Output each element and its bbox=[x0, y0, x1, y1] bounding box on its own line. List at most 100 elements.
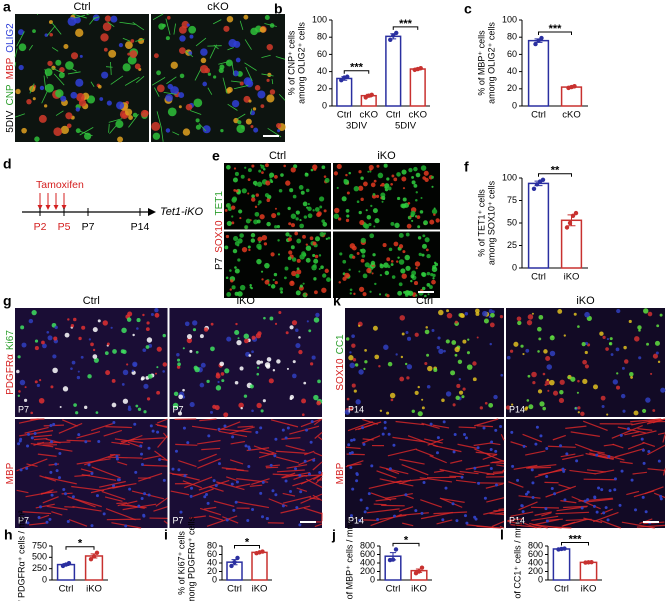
cell bbox=[274, 175, 278, 179]
fiber bbox=[392, 436, 426, 443]
cell bbox=[266, 78, 270, 82]
fiber bbox=[370, 513, 402, 527]
cell bbox=[460, 314, 465, 318]
cell bbox=[224, 245, 229, 250]
process bbox=[105, 66, 113, 68]
cell bbox=[430, 175, 435, 179]
cell bbox=[127, 405, 131, 409]
cell bbox=[195, 124, 201, 130]
cell bbox=[441, 398, 445, 403]
cell bbox=[154, 372, 158, 375]
cell bbox=[628, 319, 632, 324]
fiber bbox=[35, 503, 55, 509]
nucleus bbox=[365, 506, 369, 510]
column-label: cKO bbox=[207, 1, 229, 13]
y-tick-label: 100 bbox=[312, 14, 327, 24]
cell bbox=[405, 232, 410, 237]
nucleus bbox=[140, 462, 144, 466]
cell bbox=[104, 351, 109, 356]
significance-label: * bbox=[404, 534, 409, 546]
cell bbox=[624, 359, 629, 364]
nucleus bbox=[361, 426, 365, 430]
fiber bbox=[84, 454, 116, 466]
cell bbox=[66, 123, 72, 129]
cell bbox=[299, 254, 305, 260]
cell bbox=[145, 345, 150, 349]
cell bbox=[538, 314, 544, 320]
cell bbox=[424, 329, 430, 335]
process bbox=[213, 44, 219, 50]
cell bbox=[251, 350, 254, 354]
cell bbox=[522, 352, 525, 356]
cell bbox=[243, 77, 252, 86]
nucleus bbox=[205, 492, 209, 496]
data-point bbox=[94, 550, 100, 555]
cell bbox=[310, 168, 314, 172]
cell bbox=[250, 233, 256, 238]
cell bbox=[414, 261, 421, 267]
cell bbox=[115, 120, 124, 129]
cell bbox=[73, 317, 77, 322]
significance-label: *** bbox=[399, 18, 413, 30]
nucleus bbox=[217, 462, 221, 466]
fiber bbox=[22, 511, 52, 515]
cell bbox=[251, 164, 255, 168]
stain-label: CNP bbox=[5, 84, 16, 105]
x-tick-label: iKO bbox=[411, 584, 427, 595]
bar bbox=[251, 551, 268, 581]
cell bbox=[563, 334, 566, 337]
bar bbox=[527, 39, 550, 107]
fiber bbox=[296, 487, 308, 493]
fiber bbox=[611, 425, 643, 439]
nucleus bbox=[526, 490, 530, 494]
cell bbox=[425, 326, 428, 329]
fiber bbox=[282, 495, 312, 504]
fiber bbox=[313, 418, 323, 426]
cell bbox=[488, 309, 493, 314]
cell bbox=[49, 33, 53, 37]
fiber bbox=[105, 425, 132, 429]
cell bbox=[71, 360, 76, 365]
process bbox=[86, 13, 90, 16]
cell bbox=[531, 312, 534, 315]
cell bbox=[292, 373, 297, 379]
cell bbox=[349, 292, 352, 295]
nucleus bbox=[52, 422, 56, 426]
cell bbox=[454, 346, 460, 353]
nucleus bbox=[128, 487, 132, 491]
x-tick-label: Ctrl bbox=[554, 584, 569, 595]
cell bbox=[42, 343, 47, 349]
cell bbox=[156, 366, 159, 369]
cell bbox=[257, 236, 263, 242]
cell bbox=[372, 208, 378, 214]
cell bbox=[461, 395, 465, 399]
data-point bbox=[345, 74, 350, 79]
cell bbox=[363, 367, 366, 370]
cell bbox=[266, 43, 273, 51]
cell bbox=[182, 128, 191, 136]
fiber bbox=[67, 495, 96, 508]
nucleus bbox=[39, 505, 43, 509]
process bbox=[14, 48, 18, 58]
cell bbox=[493, 394, 498, 400]
cell bbox=[362, 273, 368, 279]
cell bbox=[445, 339, 450, 344]
cell bbox=[296, 269, 302, 275]
cell bbox=[345, 218, 350, 223]
fiber bbox=[474, 448, 491, 456]
cell bbox=[225, 59, 233, 67]
nucleus bbox=[174, 449, 178, 453]
nucleus bbox=[473, 466, 477, 470]
cell bbox=[429, 285, 433, 289]
significance-label: *** bbox=[549, 23, 563, 35]
nucleus bbox=[462, 432, 466, 436]
cell bbox=[100, 33, 109, 42]
data-point bbox=[531, 186, 537, 191]
nucleus bbox=[45, 520, 49, 524]
process bbox=[154, 87, 160, 97]
stain-label: SOX10 bbox=[335, 358, 346, 391]
cell bbox=[456, 383, 461, 389]
cell bbox=[288, 222, 292, 226]
cell bbox=[156, 346, 162, 352]
cell bbox=[122, 398, 129, 404]
